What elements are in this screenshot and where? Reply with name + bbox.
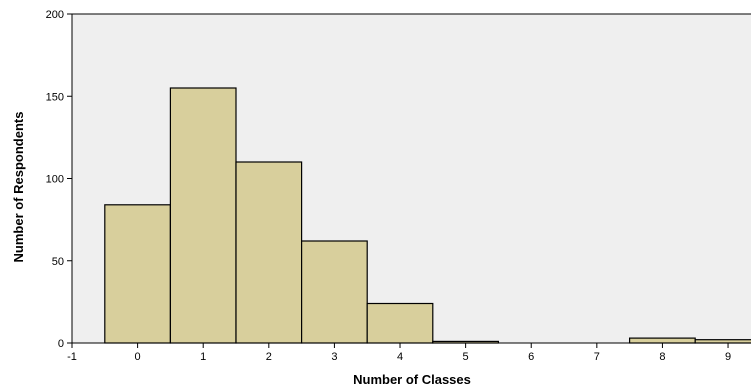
bar-1 bbox=[169, 87, 237, 344]
x-tick-label: 4 bbox=[397, 351, 403, 363]
y-tick-label: 50 bbox=[52, 256, 64, 268]
x-tick-label: 2 bbox=[266, 351, 272, 363]
axes-group bbox=[67, 13, 751, 348]
x-tick-label: 6 bbox=[528, 351, 534, 363]
x-tick-labels: -1 0 1 2 3 4 5 6 7 8 9 bbox=[67, 351, 731, 363]
x-axis-title: Number of Classes bbox=[353, 372, 471, 387]
y-tick-label: 150 bbox=[46, 91, 64, 103]
bar-4 bbox=[366, 302, 434, 344]
bar-8 bbox=[628, 337, 696, 344]
bars-group bbox=[104, 87, 751, 344]
x-tick-label: 7 bbox=[594, 351, 600, 363]
x-tick-label: 9 bbox=[725, 351, 731, 363]
x-tick-label: 1 bbox=[200, 351, 206, 363]
y-tick-label: 0 bbox=[58, 338, 64, 350]
x-tick-label: 0 bbox=[135, 351, 141, 363]
y-tick-labels: 0 50 100 150 200 bbox=[46, 9, 64, 350]
x-tick-label: 8 bbox=[659, 351, 665, 363]
x-tick-label: 3 bbox=[331, 351, 337, 363]
bar-2 bbox=[235, 161, 303, 344]
y-tick-label: 200 bbox=[46, 9, 64, 21]
x-tick-label: 5 bbox=[463, 351, 469, 363]
bar-0 bbox=[104, 204, 172, 344]
y-axis-title: Number of Respondents bbox=[11, 112, 26, 263]
y-tick-label: 100 bbox=[46, 174, 64, 186]
bar-3 bbox=[301, 240, 368, 344]
x-tick-label: -1 bbox=[67, 351, 77, 363]
